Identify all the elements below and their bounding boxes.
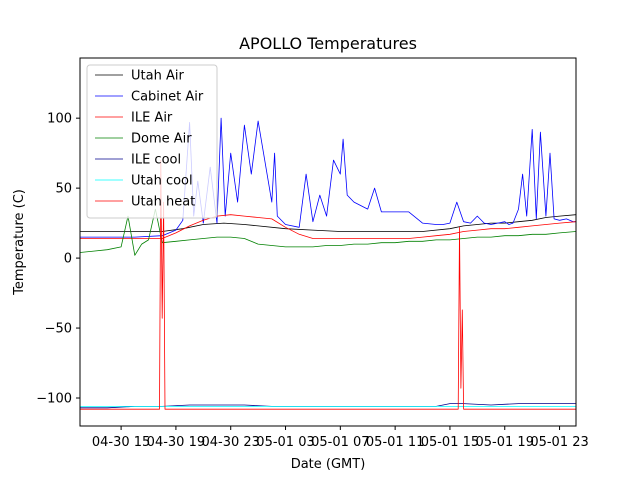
y-tick-label: 0: [64, 252, 72, 267]
y-tick-label: −50: [45, 322, 72, 337]
x-tick-label: 04-30 19: [147, 435, 205, 450]
x-tick-label: 05-01 15: [421, 435, 479, 450]
x-tick-label: 04-30 23: [201, 435, 259, 450]
x-tick-label: 05-01 07: [311, 435, 369, 450]
y-tick-label: 50: [55, 182, 72, 197]
legend-entry-label: Utah cool: [131, 174, 193, 189]
x-tick-label: 05-01 23: [530, 435, 588, 450]
legend: Utah Air Cabinet Air ILE Air Dome Air ILE co…: [86, 64, 218, 219]
y-axis-label: Temperature (C): [12, 189, 27, 296]
x-tick-label: 05-01 03: [256, 435, 314, 450]
y-tick-label: −100: [36, 392, 72, 407]
x-axis-label: Date (GMT): [291, 457, 366, 472]
legend-entry-label: Utah heat: [131, 195, 195, 210]
legend-entry-label: Dome Air: [131, 132, 192, 147]
y-axis: −100 −50 0 50 100: [36, 112, 80, 407]
legend-entry-label: ILE Air: [131, 111, 173, 126]
x-tick-label: 04-30 15: [92, 435, 150, 450]
series-line-dome-air: [80, 208, 576, 256]
chart-title: APOLLO Temperatures: [239, 34, 417, 53]
x-tick-label: 05-01 19: [476, 435, 534, 450]
x-tick-label: 05-01 11: [366, 435, 424, 450]
series-line-ile-air: [80, 214, 576, 239]
legend-entry-label: Utah Air: [131, 69, 184, 84]
plot-frame: [79, 57, 577, 427]
series-line-utah-heat: [80, 159, 576, 410]
legend-entry-label: ILE cool: [131, 153, 181, 168]
y-tick-label: 100: [47, 112, 72, 127]
legend-entry-label: Cabinet Air: [131, 90, 204, 105]
series-line-utah-air: [80, 214, 576, 232]
